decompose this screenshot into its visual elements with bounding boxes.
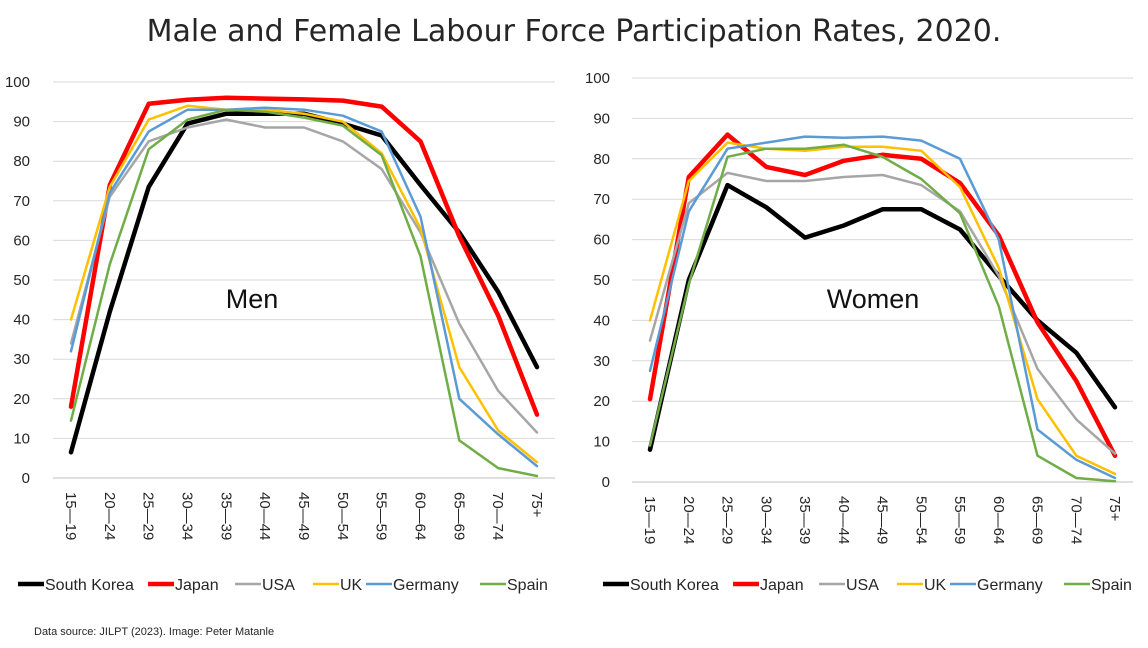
legend-label: South Korea [630,577,719,594]
legend-item-spain: Spain [480,577,548,594]
x-tick-label: 50—54 [912,496,929,544]
y-tick-label: 100 [5,74,30,91]
x-tick-label: 70—74 [1067,496,1084,544]
x-tick-label: 45—49 [874,496,891,544]
x-tick-label: 40—44 [835,496,852,544]
y-tick-label: 100 [585,70,610,87]
legend-label: South Korea [45,577,134,594]
series-line-japan [647,132,1118,458]
series-line-uk [648,141,1117,476]
x-tick-label: 35—39 [796,496,813,544]
x-tick-label: 55—59 [951,496,968,544]
x-tick-label: 50—54 [334,492,351,540]
legend-item-south-korea: South Korea [18,577,134,594]
chart-title: Male and Female Labour Force Participati… [146,14,1002,49]
x-tick-label: 45—49 [295,492,312,540]
x-tick-label: 35—39 [217,492,234,540]
series-line-uk [69,104,539,464]
y-tick-label: 10 [593,434,610,451]
y-tick-label: 60 [13,232,30,249]
series-line-spain [69,108,539,478]
x-tick-label: 75+ [528,492,545,518]
y-tick-label: 90 [13,114,30,131]
y-tick-label: 20 [13,391,30,408]
y-tick-label: 0 [602,474,610,491]
series-line-spain [648,143,1117,483]
y-tick-label: 60 [593,232,610,249]
x-tick-label: 30—34 [757,496,774,544]
x-tick-label: 15—19 [62,492,79,540]
legend-label: Japan [760,577,804,594]
series-line-germany [69,106,539,468]
y-tick-label: 30 [593,353,610,370]
legend-label: Spain [1091,577,1132,594]
y-tick-label: 50 [593,272,610,289]
y-tick-label: 30 [13,351,30,368]
x-tick-label: 75+ [1106,496,1123,522]
panel-women: 0 10 20 30 40 50 60 70 80 90 100 15—19 20—24 25—29 30—… [585,70,1133,594]
legend-label: UK [340,577,363,594]
x-tick-label: 30—34 [179,492,196,540]
legend-item-usa: USA [235,577,295,594]
x-tick-label: 70—74 [489,492,506,540]
x-tick-label: 60—64 [412,492,429,540]
legend-item-usa: USA [819,577,879,594]
x-tick-label: 20—24 [101,492,118,540]
x-tick-label: 40—44 [256,492,273,540]
x-tick-label: 25—29 [140,492,157,540]
x-tick-label: 20—24 [680,496,697,544]
legend-label: Japan [175,577,219,594]
series-line-usa [69,118,539,434]
series-line-south-korea [68,111,540,455]
legend-item-uk: UK [897,577,947,594]
legend-item-germany: Germany [950,577,1043,594]
y-tick-label: 70 [593,191,610,208]
panel-men: 0 10 20 30 40 50 60 70 80 90 100 15—19 20—24 25—29 30—… [5,74,555,594]
panel-label-men: Men [226,284,279,314]
y-tick-label: 10 [13,430,30,447]
legend-item-south-korea: South Korea [603,577,719,594]
legend-item-uk: UK [313,577,363,594]
legend-label: Spain [507,577,548,594]
x-tick-label: 25—29 [719,496,736,544]
x-tick-label: 65—69 [1029,496,1046,544]
legend-item-japan: Japan [148,577,219,594]
x-tick-label: 65—69 [450,492,467,540]
legend-item-spain: Spain [1064,577,1132,594]
series-line-japan [68,95,540,417]
legend-label: Germany [977,577,1043,594]
legend-label: USA [846,577,879,594]
legend-item-japan: Japan [733,577,804,594]
y-tick-label: 80 [13,153,30,170]
x-tick-label: 15—19 [641,496,658,544]
x-tick-label: 60—64 [990,496,1007,544]
y-tick-label: 40 [13,312,30,329]
y-tick-label: 80 [593,151,610,168]
legend-label: UK [924,577,947,594]
legend-label: Germany [393,577,459,594]
legend-item-germany: Germany [366,577,459,594]
y-tick-label: 70 [13,193,30,210]
y-tick-label: 50 [13,272,30,289]
y-tick-label: 20 [593,393,610,410]
series-line-germany [648,135,1117,480]
footer-source: Data source: JILPT (2023). Image: Peter … [34,626,275,638]
panel-label-women: Women [827,284,920,314]
y-tick-label: 0 [22,470,30,487]
x-tick-label: 55—59 [373,492,390,540]
y-tick-label: 40 [593,312,610,329]
y-tick-label: 90 [593,110,610,127]
legend-label: USA [262,577,295,594]
series-line-usa [648,171,1117,455]
